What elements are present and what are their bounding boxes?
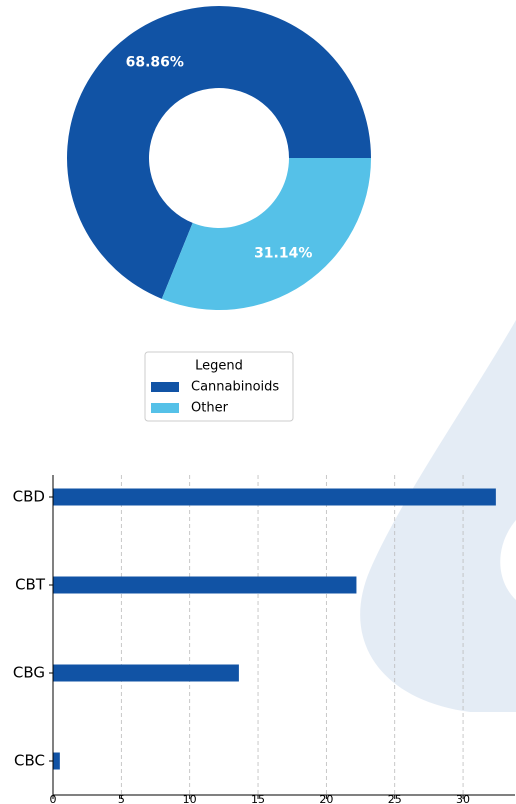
legend-box xyxy=(144,351,294,422)
bar xyxy=(53,664,239,682)
legend-swatch xyxy=(151,403,179,413)
bar xyxy=(53,752,60,770)
x-tick-label: 0 xyxy=(50,793,57,804)
watermark-hole xyxy=(500,520,516,600)
x-tick-label: 20 xyxy=(319,793,333,804)
slice-label: 68.86% xyxy=(126,55,184,71)
pie-slice xyxy=(161,158,371,311)
legend-label: Other xyxy=(191,401,229,416)
x-tick-label: 30 xyxy=(456,793,470,804)
x-tick-label: 10 xyxy=(183,793,197,804)
y-tick-label: CBC xyxy=(14,752,45,770)
bar xyxy=(53,488,496,506)
watermark xyxy=(360,320,516,712)
x-tick-label: 15 xyxy=(251,793,265,804)
legend-swatch xyxy=(151,382,179,392)
pie-slice xyxy=(67,6,371,299)
y-tick-label: CBD xyxy=(13,488,45,506)
legend-title: Legend xyxy=(195,359,243,374)
x-tick-label: 25 xyxy=(388,793,402,804)
slice-label: 31.14% xyxy=(254,245,312,261)
y-tick-label: CBT xyxy=(15,576,46,594)
y-tick-label: CBG xyxy=(13,664,45,682)
legend-label: Cannabinoids xyxy=(191,380,279,395)
bar xyxy=(53,576,357,594)
x-tick-label: 5 xyxy=(118,793,125,804)
